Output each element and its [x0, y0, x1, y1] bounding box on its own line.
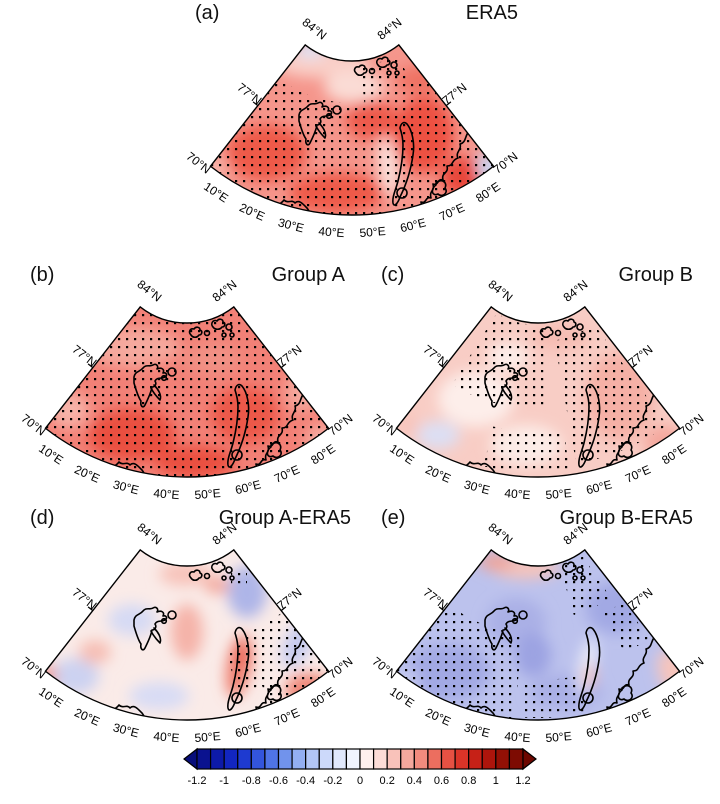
- panel-b: (b) Group A: [17, 262, 357, 514]
- colorbar-segment: [291, 748, 307, 770]
- colorbar-segment: [386, 748, 402, 770]
- colorbar-tick-label: 0.8: [461, 775, 476, 787]
- colorbar-tick-label: -0.6: [269, 775, 288, 787]
- stippling: [45, 306, 329, 477]
- panel-tag: (c): [381, 264, 405, 286]
- colorbar-segment: [468, 748, 483, 770]
- colorbar-svg: -1.2 -1 -0.8 -0.6 -0.4 -0.2 0 0.2 0.4 0.6 0.8 1 1.2: [183, 747, 537, 787]
- colorbar-segment: [372, 748, 388, 770]
- colorbar-tick-label: -1.2: [188, 775, 207, 787]
- colorbar-segment: [237, 748, 252, 770]
- panel-d: (d) Group A-ERA5: [17, 505, 357, 757]
- colorbar-tick-label: -0.2: [323, 775, 342, 787]
- panel-a: (a) ERA5: [182, 0, 522, 252]
- map-group-a: [18, 277, 356, 503]
- stippling: [554, 323, 668, 464]
- colorbar-segment: [332, 748, 348, 770]
- colorbar-segment: [481, 748, 497, 770]
- stippling: [603, 601, 650, 654]
- colorbar-segment: [250, 748, 266, 770]
- colorbar-tick-label: -1: [219, 775, 229, 787]
- colorbar-tick-label: 1.2: [515, 775, 530, 787]
- stippling: [452, 313, 550, 410]
- colorbar-segment: [495, 748, 511, 770]
- colorbar-tick-label: 0.6: [434, 775, 449, 787]
- colorbar: -1.2 -1 -0.8 -0.6 -0.4 -0.2 0 0.2 0.4 0.6 0.8 1 1.2: [183, 747, 543, 793]
- panel-tag: (b): [30, 264, 55, 286]
- colorbar-segment: [427, 748, 443, 770]
- panel-title: ERA5: [465, 2, 518, 24]
- panel-tag: (d): [30, 507, 55, 529]
- colorbar-segment: [209, 748, 225, 770]
- map-group-b: [369, 277, 707, 503]
- colorbar-tick-label: -0.8: [242, 775, 261, 787]
- stippling: [483, 426, 570, 473]
- colorbar-tick-label: 0.2: [380, 775, 395, 787]
- panel-title: Group B: [618, 264, 693, 286]
- map-group-b-minus-era5: [369, 520, 707, 746]
- colorbar-segment: [277, 748, 293, 770]
- panel-title: Group A-ERA5: [218, 507, 351, 529]
- stippling: [242, 612, 329, 705]
- colorbar-segment: [454, 748, 470, 770]
- panel-title: Group B-ERA5: [559, 507, 693, 529]
- colorbar-segment: [223, 748, 239, 770]
- stippling: [396, 604, 523, 719]
- colorbar-segment: [359, 748, 375, 770]
- stippling: [231, 570, 247, 584]
- panel-tag: (e): [381, 507, 406, 529]
- stippling: [210, 77, 494, 215]
- colorbar-segment: [400, 748, 415, 770]
- colorbar-tick-label: 0.4: [407, 775, 422, 787]
- map-era5: [183, 15, 521, 241]
- colorbar-tick-label: -0.4: [296, 775, 315, 787]
- colorbar-segment: [345, 748, 361, 770]
- panel-tag: (a): [195, 2, 220, 24]
- colorbar-segment: [508, 748, 524, 770]
- colorbar-segment: [305, 748, 320, 770]
- colorbar-segment: [413, 748, 429, 770]
- panel-e: (e) Group B-ERA5: [368, 505, 708, 757]
- colorbar-segment: [318, 748, 334, 770]
- colorbar-right-arrow: [522, 747, 537, 771]
- map-group-a-minus-era5: [18, 520, 356, 746]
- colorbar-tick-label: 1: [493, 775, 499, 787]
- colorbar-segment: [264, 748, 280, 770]
- colorbar-segment: [440, 748, 456, 770]
- panel-title: Group A: [271, 264, 345, 286]
- panel-c: (c) Group B: [368, 262, 708, 514]
- stippling: [227, 642, 259, 696]
- stippling: [522, 675, 586, 719]
- colorbar-segment: [196, 748, 212, 770]
- colorbar-tick-label: 0: [357, 775, 363, 787]
- stippling: [360, 54, 415, 103]
- colorbar-left-arrow: [183, 747, 198, 771]
